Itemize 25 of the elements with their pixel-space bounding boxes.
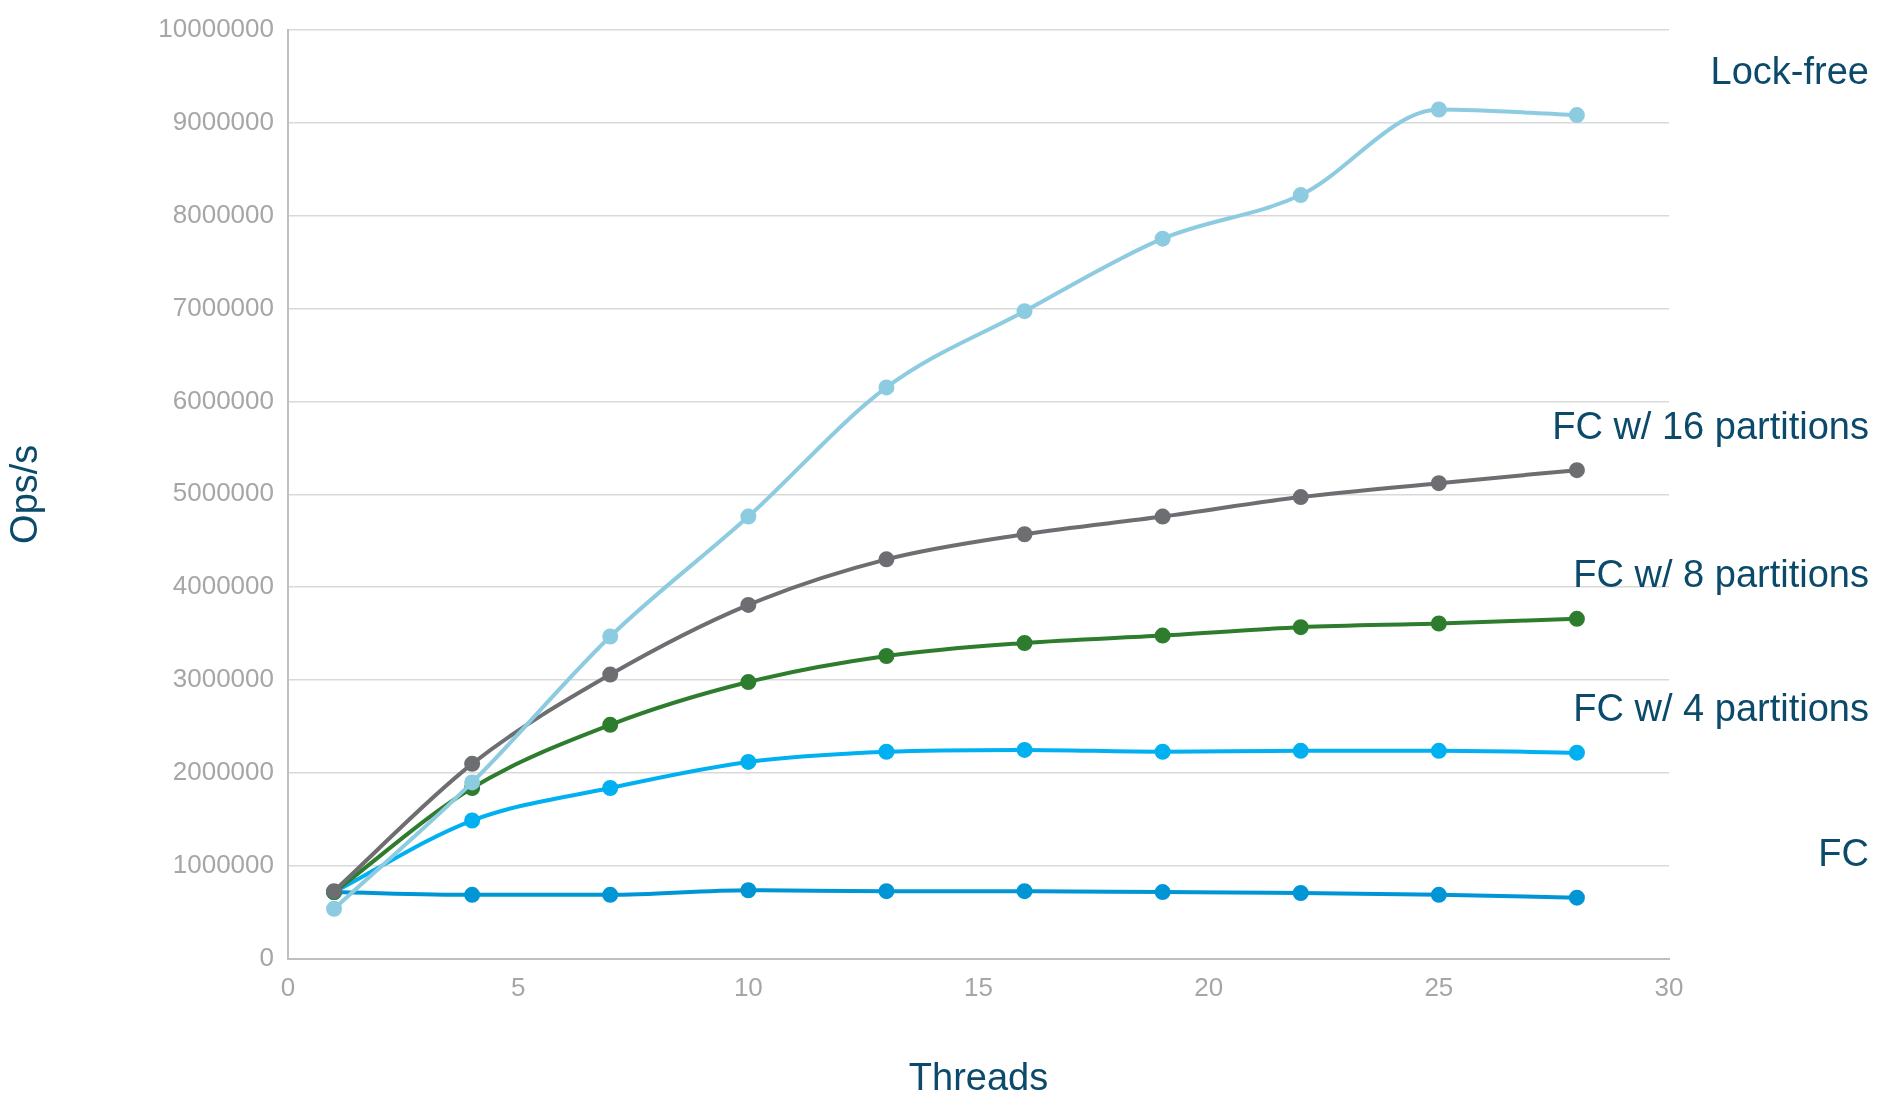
x-tick-label: 20	[1194, 971, 1224, 1002]
x-tick-label: 0	[280, 971, 296, 1002]
y-tick-label: 1000000	[172, 849, 274, 880]
x-tick-label: 5	[510, 971, 526, 1002]
y-tick-label: 10000000	[158, 12, 274, 43]
y-tick-label: 0	[259, 942, 274, 973]
y-tick-label: 2000000	[172, 756, 274, 787]
x-tick-label: 30	[1654, 971, 1684, 1002]
y-tick-label: 7000000	[172, 291, 274, 322]
y-tick-label: 6000000	[172, 384, 274, 415]
y-tick-label: 9000000	[172, 105, 274, 136]
text: Lock-free	[1710, 49, 1869, 92]
series-label: FC w/ 4 partitions	[1573, 687, 1869, 730]
y-tick-label: 3000000	[172, 663, 274, 694]
text: FC	[1818, 832, 1869, 875]
series-label: FC w/ 8 partitions	[1573, 553, 1869, 596]
y-tick-label: 8000000	[172, 198, 274, 229]
series-label: FC w/ 16 partitions	[1552, 404, 1869, 447]
x-tick-label: 10	[733, 971, 763, 1002]
y-tick-label: 4000000	[172, 570, 274, 601]
x-tick-label: 25	[1424, 971, 1454, 1002]
x-tick-label: 15	[964, 971, 993, 1002]
x-axis-title: Threads	[908, 1055, 1049, 1098]
y-axis-title: Ops/s	[3, 444, 46, 544]
y-tick-label: 5000000	[172, 477, 274, 508]
